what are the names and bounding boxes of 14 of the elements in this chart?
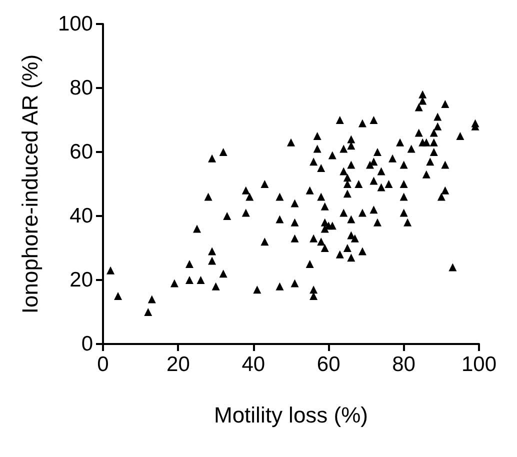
x-tick-label: 60 xyxy=(316,353,340,376)
y-axis-title: Ionophore-induced AR (%) xyxy=(18,54,42,314)
y-tick-label: 40 xyxy=(70,204,93,228)
x-axis-title: Motility loss (%) xyxy=(214,402,368,428)
x-tick-label: 20 xyxy=(166,353,190,376)
y-tick-label: 100 xyxy=(58,12,93,36)
y-tick-label: 60 xyxy=(70,140,93,164)
x-tick-label: 0 xyxy=(97,353,109,376)
y-tick-label: 0 xyxy=(81,332,93,356)
y-tick-label: 20 xyxy=(70,268,93,292)
x-tick-label: 80 xyxy=(392,353,416,376)
x-tick-label: 100 xyxy=(461,353,497,376)
x-tick-label: 40 xyxy=(242,353,266,376)
y-tick-label: 80 xyxy=(70,76,93,100)
